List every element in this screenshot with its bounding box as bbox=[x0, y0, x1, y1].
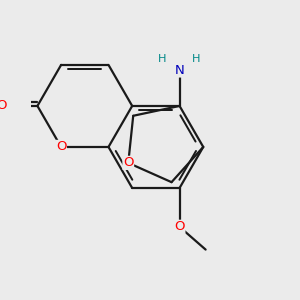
Text: N: N bbox=[175, 64, 184, 77]
Text: O: O bbox=[56, 140, 66, 154]
Text: H: H bbox=[192, 55, 201, 64]
Text: O: O bbox=[0, 99, 7, 112]
Text: O: O bbox=[174, 220, 185, 233]
Text: H: H bbox=[158, 55, 167, 64]
Text: O: O bbox=[123, 156, 134, 170]
